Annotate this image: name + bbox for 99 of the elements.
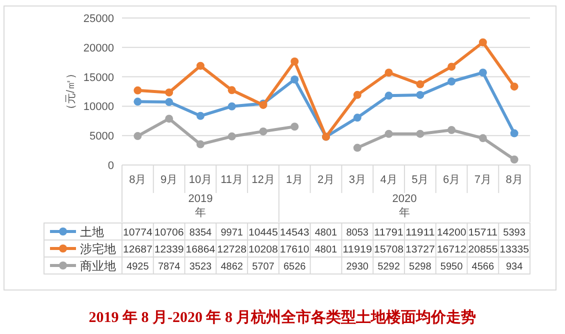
- point: [228, 102, 236, 110]
- y-tick-label: 20000: [83, 42, 114, 54]
- point: [448, 126, 456, 134]
- data-label: 8053: [346, 228, 369, 238]
- point: [478, 68, 487, 77]
- data-label: 5707: [252, 262, 275, 272]
- point: [478, 38, 487, 46]
- point: [290, 122, 299, 131]
- data-label: 16864: [186, 244, 216, 256]
- data-label: 9971: [220, 228, 244, 238]
- data-label: 3523: [189, 262, 212, 272]
- point: [196, 62, 204, 70]
- y-tick-label: 10000: [83, 101, 114, 114]
- point: [196, 140, 204, 148]
- text: 2019 年 8 月-2020 年 8 月杭州全市各类型土地楼面均价走势: [88, 308, 476, 326]
- data-label: 10445: [248, 228, 278, 238]
- point: [290, 57, 299, 66]
- point: [416, 130, 424, 138]
- y-axis-title: （元/㎡）: [65, 68, 77, 116]
- data-label: 934: [506, 262, 524, 272]
- x-tick-label: 8月: [129, 174, 146, 186]
- x-tick-label: 7月: [474, 174, 492, 186]
- point: [353, 90, 362, 99]
- data-label: 4862: [220, 262, 244, 272]
- data-label: 12728: [217, 244, 247, 256]
- data-label: 12687: [123, 244, 153, 256]
- legend-label: 土地: [80, 225, 104, 239]
- data-label: 4801: [314, 228, 338, 238]
- x-tick-label: 5月: [412, 174, 429, 186]
- data-label: 11791: [374, 228, 404, 238]
- x-tick-label: 8月: [506, 174, 523, 186]
- legend-label: 商业地: [80, 259, 116, 273]
- data-label: 12339: [154, 244, 184, 256]
- point: [416, 90, 424, 99]
- point: [416, 80, 424, 88]
- point: [448, 62, 456, 71]
- point: [165, 98, 174, 106]
- data-label: 4925: [126, 262, 150, 272]
- point: [384, 68, 393, 77]
- data-label: 4566: [472, 262, 494, 272]
- data-label: 13335: [500, 244, 530, 256]
- x-tick-label: 9月: [160, 174, 178, 186]
- data-label: 13727: [405, 244, 436, 256]
- data-label: 10706: [154, 228, 184, 238]
- data-label: 6526: [283, 262, 306, 272]
- point: [134, 86, 142, 94]
- data-label: 5950: [440, 262, 464, 272]
- data-label: 2930: [346, 262, 369, 272]
- y-tick-label: 15000: [83, 72, 114, 84]
- data-label: 15708: [374, 244, 404, 256]
- x-tick-label: 11月: [220, 174, 244, 186]
- y-tick-label: 5000: [90, 130, 114, 143]
- point: [510, 82, 518, 91]
- point: [290, 75, 299, 84]
- data-label: 14200: [436, 228, 467, 238]
- point: [353, 144, 362, 152]
- legend-label: 涉宅地: [80, 242, 116, 256]
- point: [510, 129, 518, 138]
- data-label: 16712: [436, 244, 467, 256]
- x-tick-label: 2月: [317, 174, 335, 186]
- data-label: 11911: [405, 228, 436, 238]
- data-label: 4801: [314, 244, 338, 256]
- point: [448, 78, 456, 86]
- data-label: 20855: [468, 244, 498, 256]
- data-table: 土地 10774 10706 8354 9971 10445 14543 4801 8053 11791 11911 14200 15711 5393 涉宅地 12687 12339 16864 12728 10208 17610 4801 11919 15708 13727 16712 20855 13335 商业地 4925 7874 3523 4862 5707 6526 2930 5292 5298 5950 4566 934: [44, 222, 530, 274]
- data-label: 14543: [280, 228, 310, 238]
- point: [228, 86, 236, 94]
- x-tick-label: 6月: [442, 174, 460, 186]
- data-label: 5393: [503, 228, 526, 238]
- data-label: 10208: [248, 244, 278, 256]
- point: [478, 134, 487, 142]
- point: [228, 132, 236, 140]
- point: [510, 156, 518, 164]
- x-tick-label: 12月: [252, 174, 275, 186]
- x-tick-label: 1月: [286, 174, 304, 186]
- point: [134, 132, 142, 140]
- y-tick-label: 25000: [83, 13, 114, 25]
- point: [384, 130, 393, 138]
- data-label: 10774: [123, 228, 153, 238]
- point: [384, 92, 393, 100]
- point: [353, 114, 362, 122]
- point: [165, 88, 174, 96]
- text: 2019年: [188, 193, 213, 219]
- x-tick-label: 10月: [188, 174, 212, 186]
- point: [165, 114, 174, 123]
- data-label: 17610: [280, 244, 310, 256]
- point: [134, 98, 142, 106]
- x-tick-label: 4月: [380, 174, 398, 186]
- x-tick-label: 3月: [348, 174, 366, 186]
- data-label: 5292: [378, 262, 400, 272]
- point: [259, 127, 268, 136]
- data-label: 15711: [468, 228, 498, 238]
- data-label: 8354: [189, 228, 212, 238]
- text: 2020年: [392, 193, 417, 219]
- data-label: 7874: [158, 262, 181, 272]
- y-tick-label: 0: [108, 160, 114, 172]
- point: [196, 112, 204, 120]
- data-label: 5298: [409, 262, 432, 272]
- data-label: 11919: [342, 244, 373, 256]
